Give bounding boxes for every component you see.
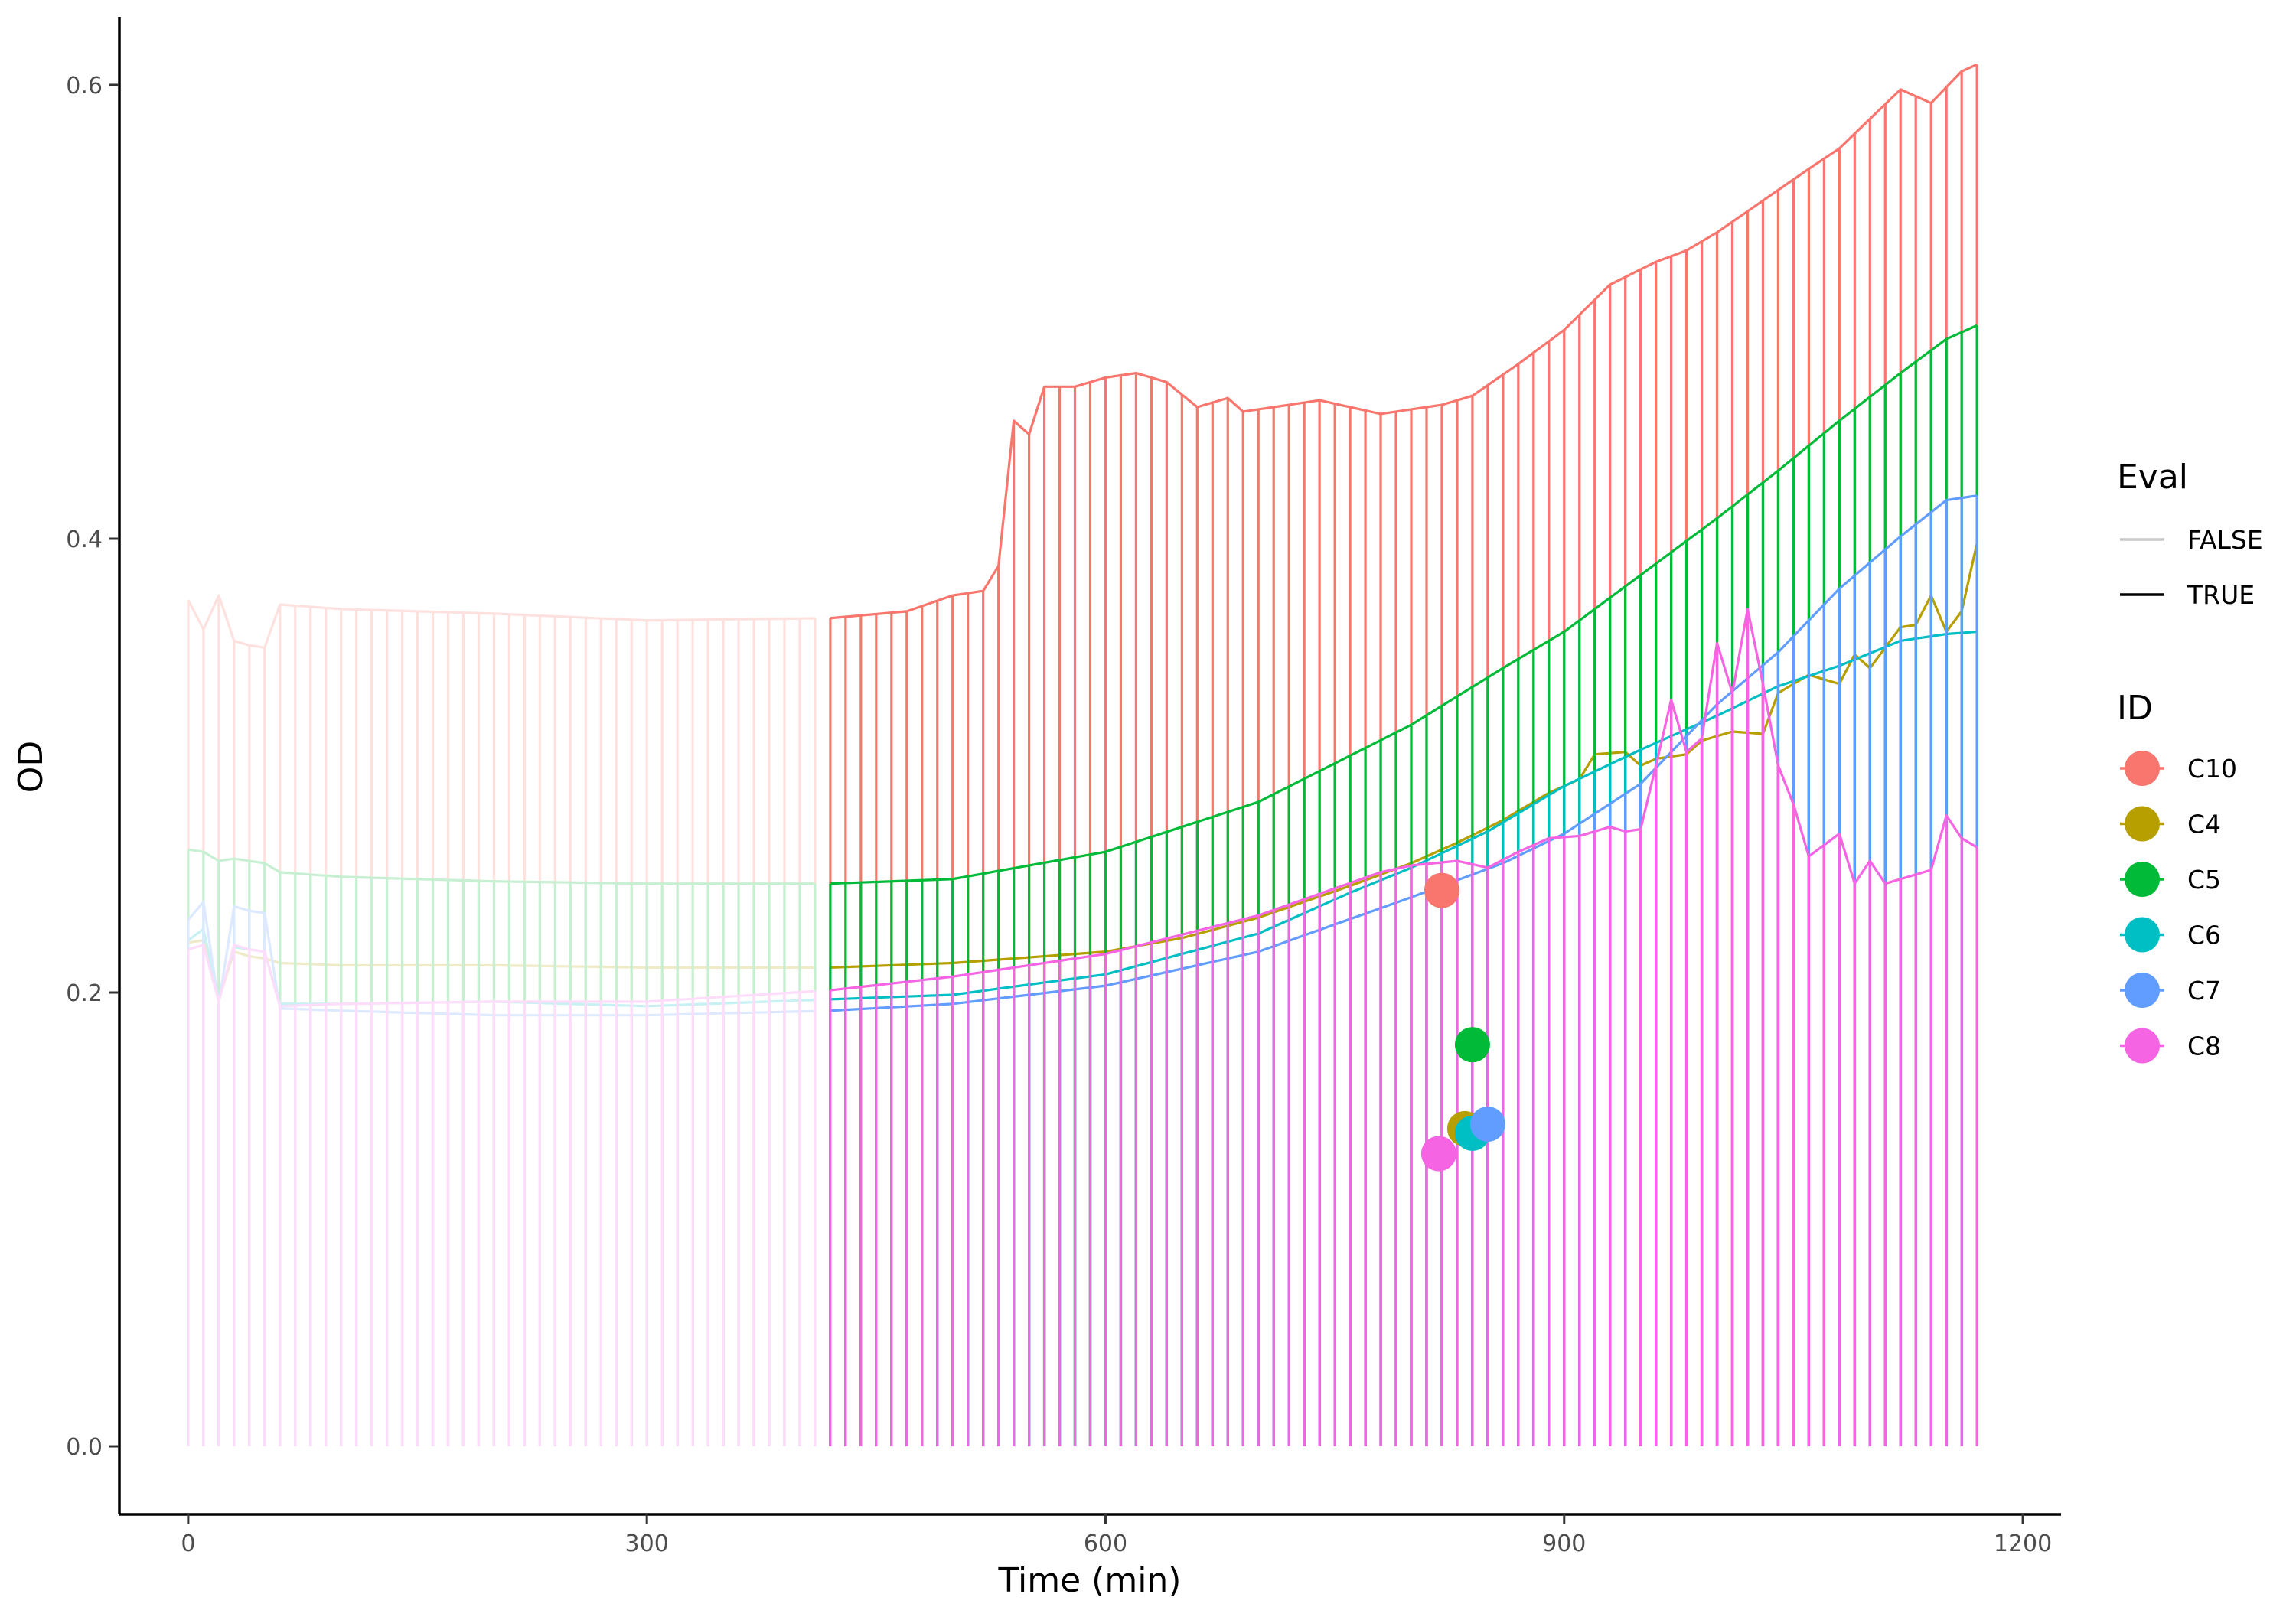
legend-eval-label-true: TRUE: [2187, 580, 2255, 610]
trace-true-c4: [830, 543, 1978, 969]
legend-id-entries: C10 C4 C5 C6 C7 C8: [2120, 751, 2237, 1064]
ticks: 0 300 600 900 1200 0.0 0.2 0.4 0.6: [66, 73, 2052, 1557]
x-axis-title: Time (min): [998, 1561, 1182, 1600]
series-c10: [187, 63, 1978, 1447]
legend-id-dot-c4: [2125, 806, 2160, 842]
x-tick-label: 300: [625, 1530, 669, 1557]
trace-true-c6: [830, 630, 1978, 1001]
trace-true-c7: [830, 494, 1978, 1012]
point-c10: [1424, 872, 1459, 908]
x-tick-label: 900: [1542, 1530, 1586, 1557]
trace-false-c10: [187, 594, 815, 649]
legend-eval-title: Eval: [2117, 458, 2188, 497]
legend-id-label-c7: C7: [2187, 976, 2221, 1006]
axes: [118, 17, 2061, 1516]
y-tick-label: 0.6: [66, 73, 103, 99]
trace-true-c10: [830, 63, 1978, 620]
x-tick-label: 0: [181, 1530, 195, 1557]
legend-id-dot-c6: [2125, 917, 2160, 953]
legend-id-label-c6: C6: [2187, 921, 2221, 950]
plot-panel: [187, 63, 1978, 1447]
legend: Eval FALSE TRUE ID C10 C4 C5 C6 C7 C8: [2117, 458, 2263, 1064]
legend-id-label-c4: C4: [2187, 810, 2221, 839]
y-tick-label: 0.2: [66, 980, 103, 1007]
x-tick-label: 600: [1084, 1530, 1127, 1557]
series-c5: [187, 324, 1978, 1447]
trace-false-c4: [188, 939, 815, 1001]
highlight-points: [1420, 872, 1505, 1172]
legend-id-dot-c5: [2125, 862, 2160, 897]
x-tick-label: 1200: [1994, 1530, 2052, 1557]
point-c7: [1469, 1106, 1505, 1142]
legend-id-dot-c10: [2125, 751, 2160, 786]
trace-false-c7: [187, 900, 815, 1017]
legend-id-dot-c8: [2125, 1028, 2160, 1064]
legend-eval-entries: FALSE TRUE: [2120, 525, 2263, 610]
y-tick-label: 0.4: [66, 526, 103, 553]
series-c7: [187, 494, 1978, 1447]
legend-id-label-c5: C5: [2187, 865, 2221, 895]
y-axis-title: OD: [11, 741, 51, 794]
trace-false-c8: [188, 944, 816, 1008]
legend-id-label-c10: C10: [2187, 754, 2237, 784]
legend-id-dot-c7: [2125, 973, 2160, 1008]
y-tick-label: 0.0: [66, 1434, 103, 1461]
trace-false-c5: [188, 848, 815, 885]
series-c6: [187, 630, 1978, 1447]
series-c4: [187, 543, 1978, 1447]
trace-true-c5: [830, 324, 1978, 885]
legend-id-title: ID: [2117, 689, 2153, 728]
legend-eval-label-false: FALSE: [2187, 525, 2263, 555]
series-c8: [187, 608, 1978, 1447]
point-c5: [1454, 1027, 1490, 1063]
trace-true-c8: [830, 608, 1978, 992]
legend-id-label-c8: C8: [2187, 1032, 2221, 1061]
point-c8: [1420, 1136, 1456, 1172]
